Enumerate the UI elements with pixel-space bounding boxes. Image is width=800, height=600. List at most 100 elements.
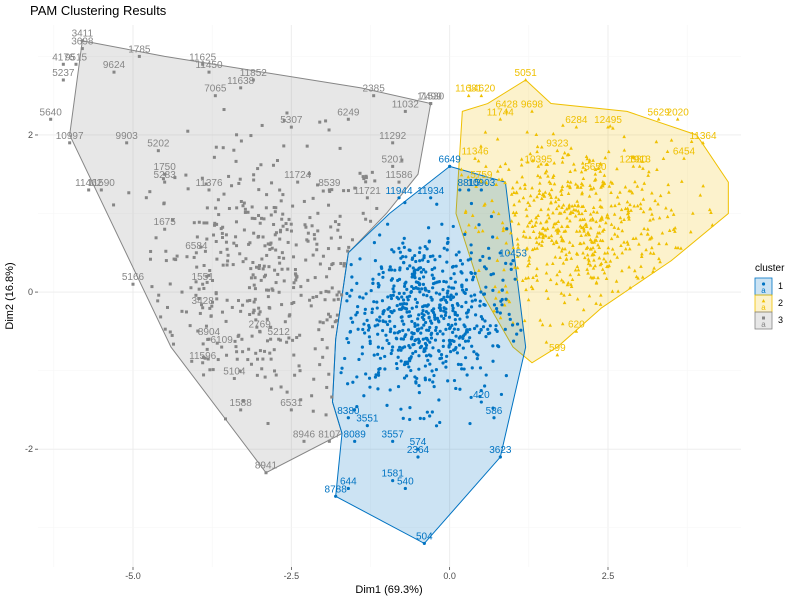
cluster-3-point [194, 251, 198, 255]
cluster-1-point [453, 280, 457, 284]
cluster-1-point [491, 359, 495, 363]
cluster-1-point [411, 332, 415, 336]
cluster-2-point [573, 167, 577, 172]
cluster-2-point [588, 263, 593, 267]
cluster-1-point [398, 250, 402, 254]
cluster-2-point [463, 229, 468, 234]
cluster-2-point [594, 191, 598, 195]
point-id-label: 5759 [470, 170, 493, 181]
cluster-2-point [709, 210, 713, 214]
cluster-1-point [412, 342, 416, 347]
cluster-3-point [173, 176, 177, 180]
cluster-2-point [576, 272, 581, 276]
cluster-2-point [523, 276, 528, 280]
cluster-1-point [508, 317, 512, 321]
cluster-3-point [267, 265, 271, 269]
cluster-3-point [347, 245, 351, 249]
cluster-2-point [568, 211, 572, 216]
cluster-3-point [195, 265, 199, 269]
cluster-2-point [555, 231, 560, 235]
cluster-2-point [538, 181, 542, 185]
cluster-3-point [330, 395, 334, 399]
cluster-2-point [555, 352, 560, 357]
cluster-1-point [391, 293, 395, 297]
point-id-label: 8089 [344, 429, 367, 440]
point-id-label: 10453 [499, 249, 527, 260]
cluster-1-point [402, 301, 406, 306]
cluster-2-point [628, 202, 632, 207]
cluster-3-point [157, 293, 161, 297]
cluster-2-point [547, 179, 552, 184]
cluster-3-point [340, 293, 344, 297]
cluster-2-point [575, 297, 580, 301]
point-id-label: 8815 [458, 178, 481, 189]
cluster-1-point [504, 261, 508, 265]
cluster-1-point [418, 246, 422, 250]
cluster-1-point [399, 348, 403, 352]
cluster-2-point [515, 265, 520, 270]
cluster-1-point [434, 368, 438, 372]
cluster-3-point [391, 164, 395, 168]
cluster-1-point [441, 339, 446, 343]
cluster-3-point [429, 102, 433, 106]
cluster-3-point [163, 227, 167, 231]
cluster-3-point [302, 199, 306, 203]
cluster-2-point [682, 156, 686, 160]
cluster-1-point [441, 361, 445, 365]
cluster-3-point [316, 211, 320, 215]
cluster-2-point [610, 289, 615, 293]
cluster-3-point [358, 171, 362, 175]
cluster-3-point [278, 230, 282, 234]
cluster-3-point [251, 78, 255, 82]
cluster-2-point [577, 229, 582, 233]
cluster-1-point [444, 280, 448, 284]
point-id-label: 644 [340, 476, 357, 487]
cluster-2-point [566, 191, 571, 195]
cluster-1-point [365, 318, 369, 322]
cluster-1-point [437, 280, 442, 284]
cluster-2-point [466, 93, 471, 98]
cluster-2-point [558, 255, 562, 260]
cluster-3-point [156, 149, 160, 153]
cluster-1-point [472, 293, 477, 297]
cluster-3-point [292, 255, 296, 259]
cluster-2-point [587, 294, 592, 298]
cluster-2-point [660, 231, 665, 235]
cluster-1-point [360, 352, 364, 356]
cluster-3-point [144, 196, 148, 200]
cluster-2-point [527, 203, 532, 207]
cluster-2-point [537, 241, 542, 246]
cluster-1-point [433, 338, 438, 342]
cluster-1-point [420, 258, 425, 262]
cluster-1-point [504, 374, 508, 378]
cluster-1-point [424, 354, 429, 358]
cluster-2-point [498, 315, 503, 320]
cluster-2-point [523, 182, 527, 186]
cluster-3-point [328, 315, 332, 319]
cluster-2-point [560, 155, 565, 160]
cluster-3-point [313, 347, 317, 351]
cluster-2-point [484, 180, 489, 185]
cluster-2-point [573, 203, 577, 207]
cluster-2-point [495, 137, 500, 141]
cluster-3-point [247, 242, 251, 246]
point-id-label: 11450 [195, 60, 223, 71]
y-tick-label: 2 [28, 130, 33, 140]
cluster-1-point [462, 367, 466, 371]
cluster-2-point [577, 211, 581, 216]
cluster-2-point [591, 209, 596, 214]
cluster-2-point [632, 204, 637, 208]
cluster-3-point [277, 290, 281, 294]
cluster-2-point [568, 169, 573, 174]
cluster-3-point [254, 351, 258, 355]
point-id-label: 4176 [52, 52, 75, 63]
cluster-2-point [552, 181, 557, 186]
cluster-3-point [330, 286, 334, 290]
cluster-1-point [461, 334, 466, 338]
cluster-3-point [335, 313, 339, 317]
cluster-1-point [401, 328, 405, 333]
cluster-1-point [367, 335, 371, 339]
cluster-1-point [375, 318, 379, 322]
cluster-1-point [454, 292, 458, 296]
legend-marker [761, 282, 766, 286]
